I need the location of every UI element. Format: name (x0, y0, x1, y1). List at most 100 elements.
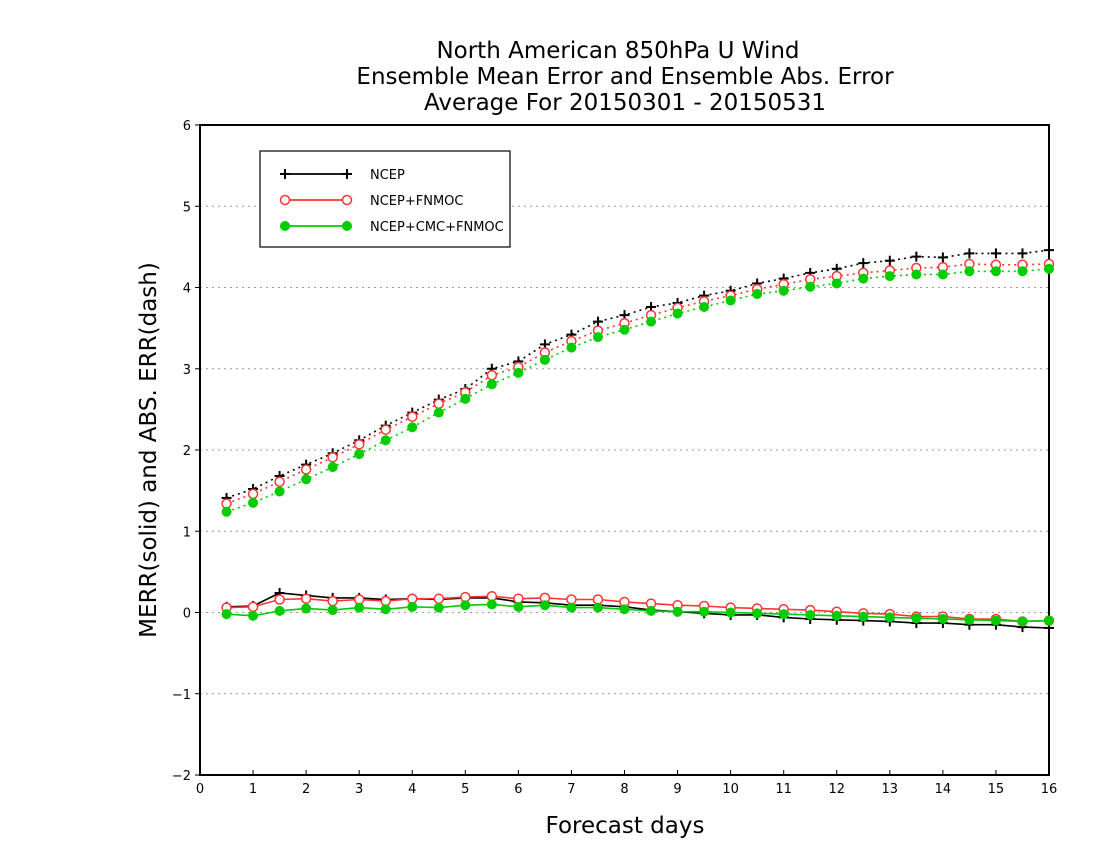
x-tick-label: 15 (988, 782, 1005, 797)
y-axis-label: MERR(solid) and ABS. ERR(dash) (136, 262, 162, 638)
merr-point (513, 601, 524, 612)
abs-err-point (725, 295, 736, 306)
legend-item: NCEP+CMC+FNMOC (280, 220, 504, 235)
abs-err-point (805, 281, 816, 292)
abs-err-point (248, 497, 259, 508)
merr-point (592, 602, 603, 613)
series-group (221, 263, 1054, 627)
x-tick-label: 14 (935, 782, 952, 797)
y-tick-label: 3 (183, 363, 191, 378)
merr-point (327, 605, 338, 616)
abs-err-point (433, 407, 444, 418)
merr-point (248, 610, 259, 621)
y-tick-label: 5 (183, 200, 191, 215)
abs-err-point (858, 258, 869, 269)
merr-point (274, 594, 285, 605)
merr-point (646, 605, 657, 616)
merr-point (486, 599, 497, 610)
x-tick-label: 8 (620, 782, 628, 797)
abs-err-point (858, 273, 869, 284)
merr-point (566, 602, 577, 613)
merr-point (221, 609, 232, 620)
legend-marker (279, 194, 291, 206)
abs-err-point (619, 324, 630, 335)
abs-err-point (460, 393, 471, 404)
x-tick-label: 4 (408, 782, 416, 797)
merr-point (699, 606, 710, 617)
grid-lines (200, 205, 1049, 695)
y-tick-label: 0 (183, 607, 191, 622)
series-group (221, 258, 1055, 627)
x-tick-label: 2 (302, 782, 310, 797)
abs-err-point (778, 285, 789, 296)
x-tick-label: 7 (567, 782, 575, 797)
merr-point (831, 610, 842, 621)
merr-point (619, 604, 630, 615)
abs-err-point (486, 370, 498, 381)
merr-point (354, 602, 365, 613)
x-axis-label: Forecast days (546, 813, 705, 839)
abs-err-point (433, 398, 445, 409)
legend-marker (280, 169, 290, 179)
abs-err-point (486, 379, 497, 390)
abs-err-point (911, 251, 922, 262)
abs-err-point (1017, 248, 1028, 259)
legend-marker (280, 221, 290, 231)
merr-point (274, 605, 285, 616)
chart-title-line-1: North American 850hPa U Wind (436, 38, 799, 64)
merr-point (911, 613, 922, 624)
legend-box (259, 150, 511, 248)
abs-err-point (990, 248, 1001, 259)
merr-point (247, 601, 259, 613)
merr-point (964, 614, 975, 625)
merr-point (327, 595, 338, 607)
x-tick-label: 9 (673, 782, 681, 797)
merr-point (805, 609, 816, 620)
chart-title-line-2: Ensemble Mean Error and Ensemble Abs. Er… (356, 64, 894, 90)
legend: NCEP NCEP+FNMOC NCEP+CMC+FNMOC (259, 150, 511, 248)
abs-err-point (1044, 263, 1054, 274)
abs-err-point (354, 449, 365, 460)
legend-marker (341, 194, 353, 206)
merr-point (539, 600, 550, 611)
legend-item: NCEP+FNMOC (279, 194, 463, 209)
abs-err-point (672, 308, 683, 319)
abs-err-point (513, 367, 524, 378)
x-tick-label: 10 (722, 782, 739, 797)
x-tick-label: 12 (828, 782, 845, 797)
merr-point (433, 593, 445, 604)
abs-err-point (407, 422, 418, 433)
merr-point (301, 603, 312, 614)
merr-point (884, 612, 895, 623)
merr-point (460, 600, 471, 611)
abs-err-point (964, 266, 975, 277)
abs-err-point (301, 474, 312, 485)
merr-point (433, 602, 444, 613)
abs-err-point (884, 271, 895, 282)
legend-label: NCEP+CMC+FNMOC (370, 220, 504, 235)
y-tick-label: 1 (183, 525, 191, 540)
merr-point (380, 604, 391, 615)
y-tick-label: −2 (172, 769, 191, 784)
abs-err-point (327, 452, 338, 463)
abs-err-point (380, 435, 391, 446)
abs-err-line (226, 263, 1050, 505)
abs-err-line (226, 249, 1050, 499)
merr-point (407, 601, 418, 612)
y-tick-label: 2 (183, 444, 191, 459)
abs-err-point (566, 342, 577, 353)
abs-err-point (247, 488, 259, 500)
abs-err-point (353, 439, 365, 450)
abs-err-point (592, 316, 603, 327)
abs-err-line (226, 268, 1050, 513)
legend-item: NCEP (280, 168, 405, 183)
series-group (221, 245, 1054, 633)
abs-err-point (1017, 266, 1028, 277)
legend-label: NCEP+FNMOC (370, 194, 463, 209)
legend-label: NCEP (370, 168, 405, 183)
merr-point (300, 593, 312, 604)
x-tick-label: 6 (514, 782, 522, 797)
